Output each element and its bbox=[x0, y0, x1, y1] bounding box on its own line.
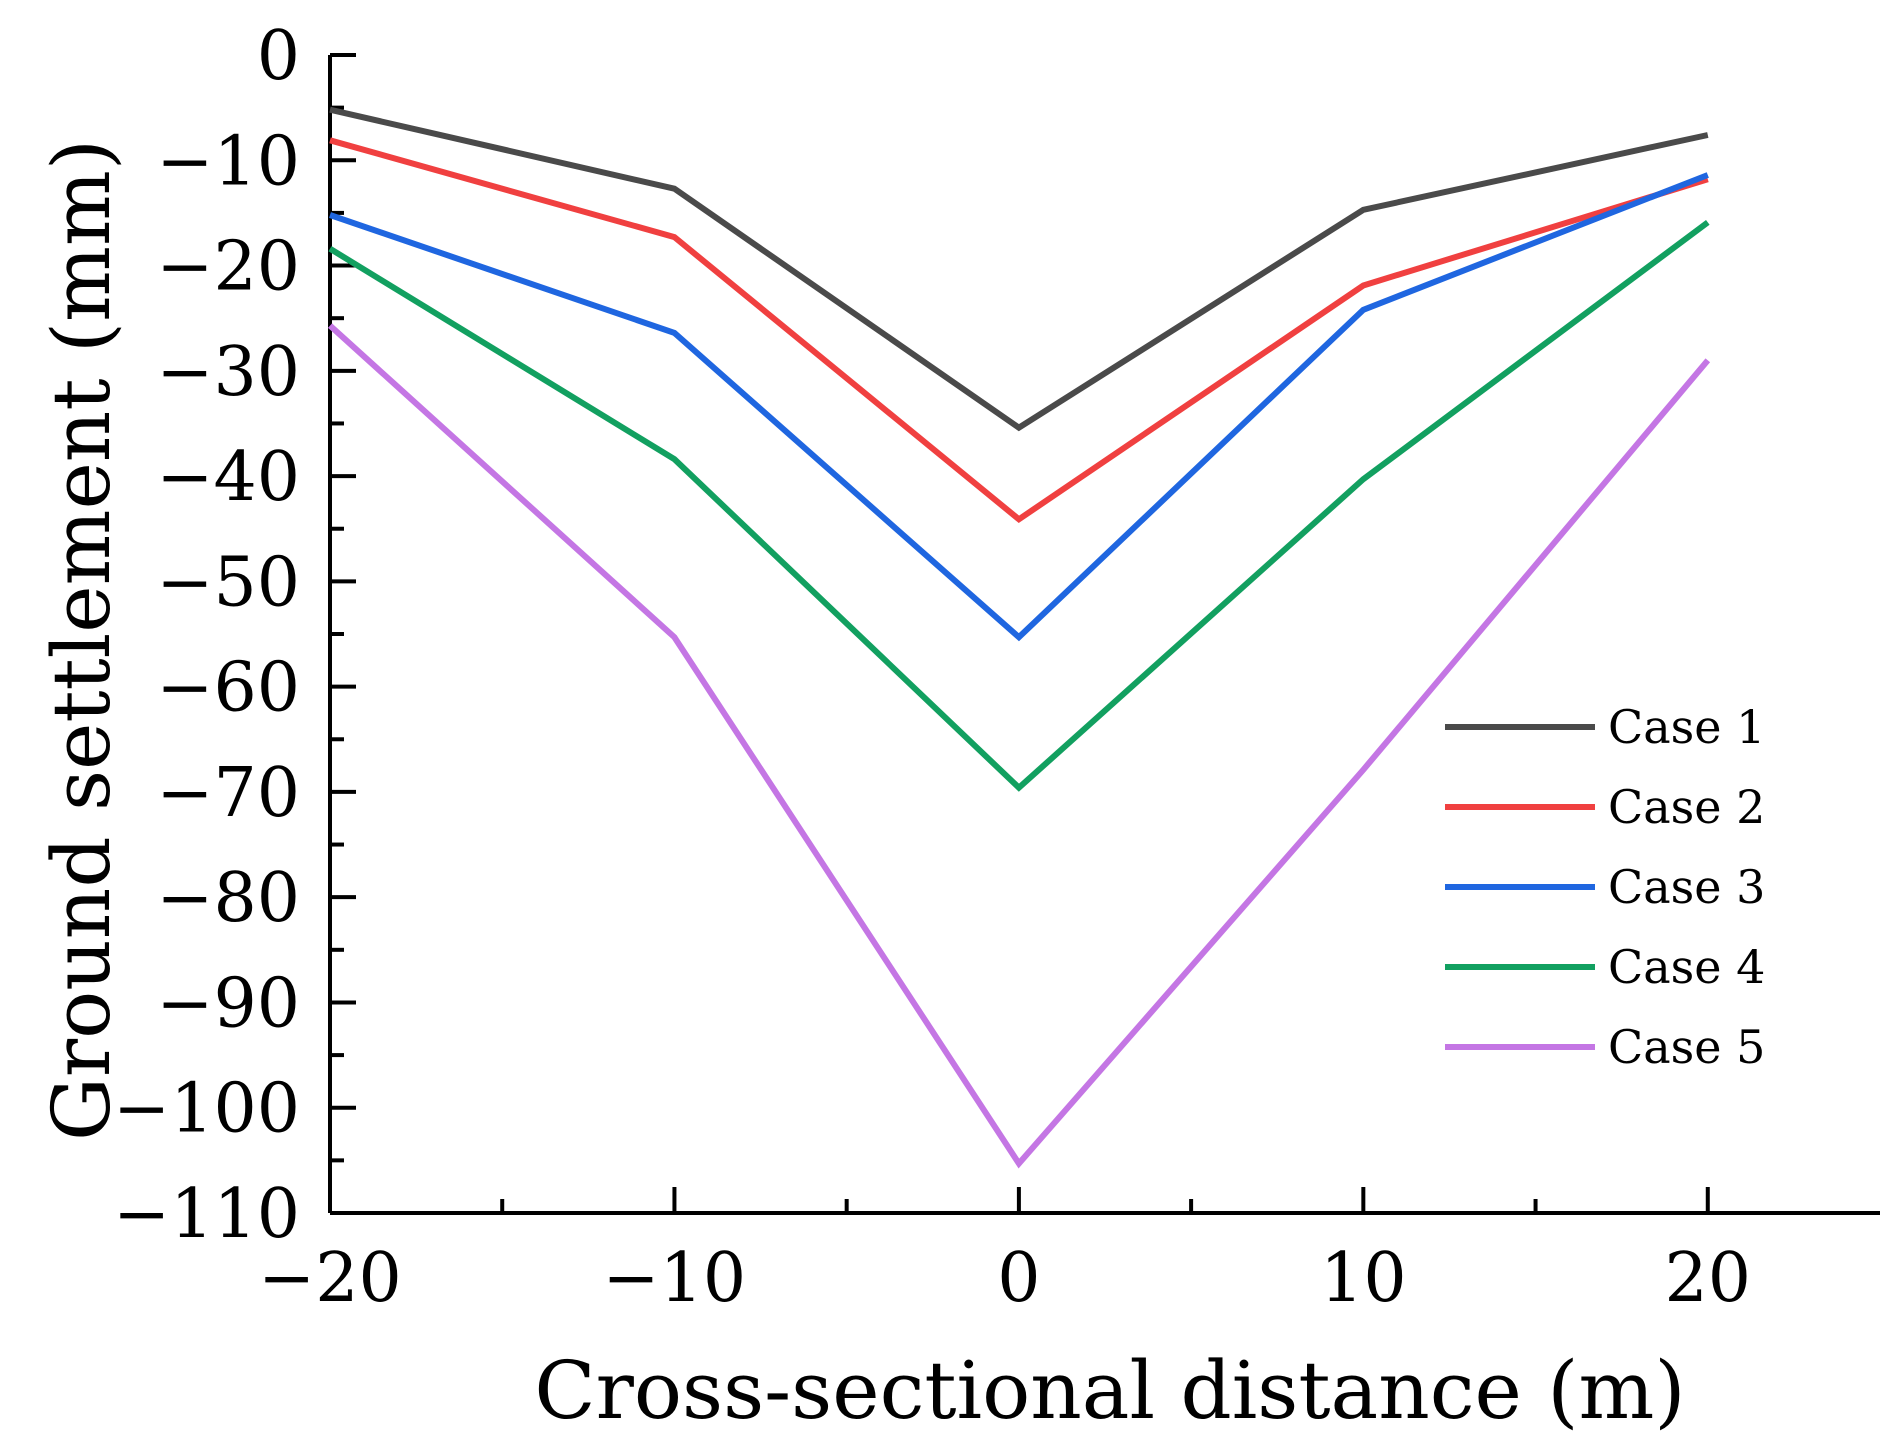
y-tick-label: −30 bbox=[156, 333, 300, 412]
x-tick-label: 10 bbox=[1320, 1239, 1407, 1318]
y-tick-label: −80 bbox=[156, 859, 300, 938]
series-line-case-1 bbox=[329, 106, 1709, 432]
series-line-case-4 bbox=[328, 219, 1710, 792]
series-line-case-2 bbox=[329, 137, 1709, 524]
series-line-case-3 bbox=[329, 172, 1709, 642]
x-tick-label: −20 bbox=[258, 1239, 402, 1318]
y-tick-label: −10 bbox=[156, 122, 300, 201]
y-tick-label: −70 bbox=[156, 754, 300, 833]
legend-label: Case 4 bbox=[1608, 940, 1765, 994]
series-line-case-5 bbox=[327, 323, 1711, 1169]
y-tick-label: −110 bbox=[113, 1175, 300, 1254]
y-tick-label: −90 bbox=[156, 964, 300, 1043]
y-tick-label: −100 bbox=[113, 1070, 300, 1149]
y-tick-label: −60 bbox=[156, 649, 300, 728]
x-tick-label: 0 bbox=[997, 1239, 1040, 1318]
legend: Case 1 Case 2 Case 3 Case 4 Case 5 bbox=[1445, 700, 1765, 1074]
x-axis-title: Cross-sectional distance (m) bbox=[534, 1344, 1685, 1437]
y-tick-label: −50 bbox=[156, 543, 300, 622]
y-axis-title: Ground settlement (mm) bbox=[35, 139, 128, 1141]
legend-label: Case 2 bbox=[1608, 780, 1765, 834]
ticks: 0−10−20−30−40−50−60−70−80−90−100−110−20−… bbox=[113, 17, 1751, 1318]
legend-label: Case 5 bbox=[1608, 1020, 1765, 1074]
y-tick-label: −40 bbox=[156, 438, 300, 517]
series-group bbox=[327, 106, 1711, 1169]
legend-label: Case 1 bbox=[1608, 700, 1765, 754]
x-tick-label: 20 bbox=[1665, 1239, 1752, 1318]
y-tick-label: 0 bbox=[257, 17, 300, 96]
x-tick-label: −10 bbox=[603, 1239, 747, 1318]
legend-label: Case 3 bbox=[1608, 860, 1765, 914]
y-tick-label: −20 bbox=[156, 228, 300, 307]
